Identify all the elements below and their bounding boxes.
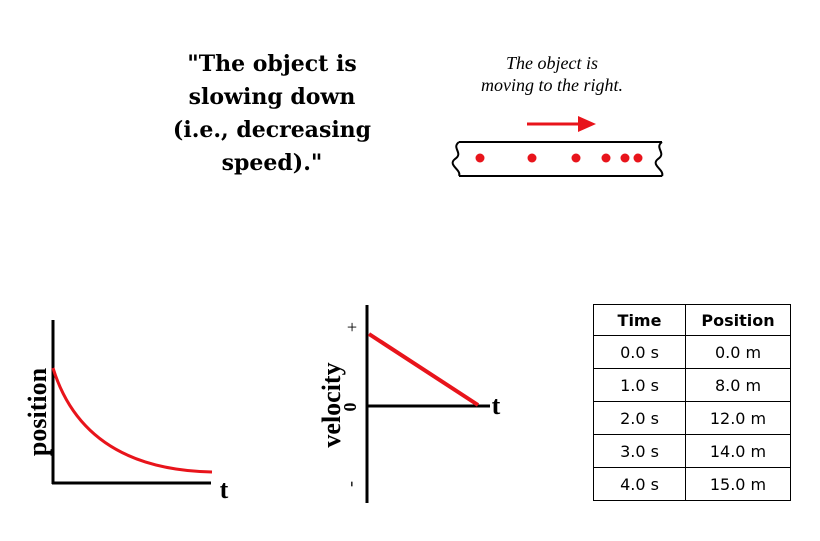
- position-cell: 12.0 m: [685, 401, 791, 435]
- motion-dot: [475, 153, 485, 163]
- motion-dot: [620, 153, 630, 163]
- table-row: 1.0 s 8.0 m: [593, 368, 791, 402]
- motion-caption: The object is moving to the right.: [432, 52, 672, 96]
- motion-diagram: [451, 116, 664, 177]
- table-row: 0.0 s 0.0 m: [593, 335, 791, 369]
- velocity-graph: velocity t + 0 -: [317, 305, 501, 503]
- time-cell: 2.0 s: [593, 401, 686, 435]
- track-left-break: [451, 141, 461, 177]
- statement-line: (i.e., decreasing: [172, 117, 372, 143]
- motion-dot: [571, 153, 581, 163]
- velocity-plus-label: +: [342, 322, 362, 332]
- position-cell: 0.0 m: [685, 335, 791, 369]
- statement-line: "The object is: [187, 51, 357, 77]
- table-row: 3.0 s 14.0 m: [593, 434, 791, 468]
- position-curve: [51, 367, 213, 474]
- velocity-x-label: t: [492, 391, 501, 420]
- position-y-label: position: [23, 367, 52, 456]
- velocity-minus-label: -: [340, 481, 360, 487]
- position-x-label: t: [220, 475, 229, 504]
- table-row: 2.0 s 12.0 m: [593, 401, 791, 435]
- caption-line: The object is: [506, 53, 598, 73]
- statement-line: slowing down: [188, 84, 356, 110]
- statement-text: "The object is slowing down (i.e., decre…: [152, 48, 392, 180]
- time-cell: 4.0 s: [593, 467, 686, 501]
- motion-dot: [633, 153, 643, 163]
- velocity-y-label: velocity: [317, 362, 346, 447]
- position-time-table: Time Position 0.0 s 0.0 m 1.0 s 8.0 m 2.…: [593, 304, 791, 501]
- time-cell: 0.0 s: [593, 335, 686, 369]
- caption-line: moving to the right.: [481, 75, 623, 95]
- table-row: 4.0 s 15.0 m: [593, 467, 791, 501]
- position-cell: 8.0 m: [685, 368, 791, 402]
- track-right-break: [654, 141, 664, 177]
- position-cell: 15.0 m: [685, 467, 791, 501]
- direction-arrow-icon: [578, 116, 596, 132]
- time-cell: 3.0 s: [593, 434, 686, 468]
- motion-dot: [601, 153, 611, 163]
- position-graph: position t: [23, 320, 229, 504]
- time-cell: 1.0 s: [593, 368, 686, 402]
- velocity-zero-label: 0: [340, 403, 360, 412]
- table-header-row: Time Position: [593, 304, 791, 336]
- statement-line: speed).": [221, 150, 323, 176]
- time-column-header: Time: [593, 304, 686, 336]
- position-cell: 14.0 m: [685, 434, 791, 468]
- velocity-line: [367, 332, 480, 407]
- motion-dot: [527, 153, 537, 163]
- position-column-header: Position: [685, 304, 791, 336]
